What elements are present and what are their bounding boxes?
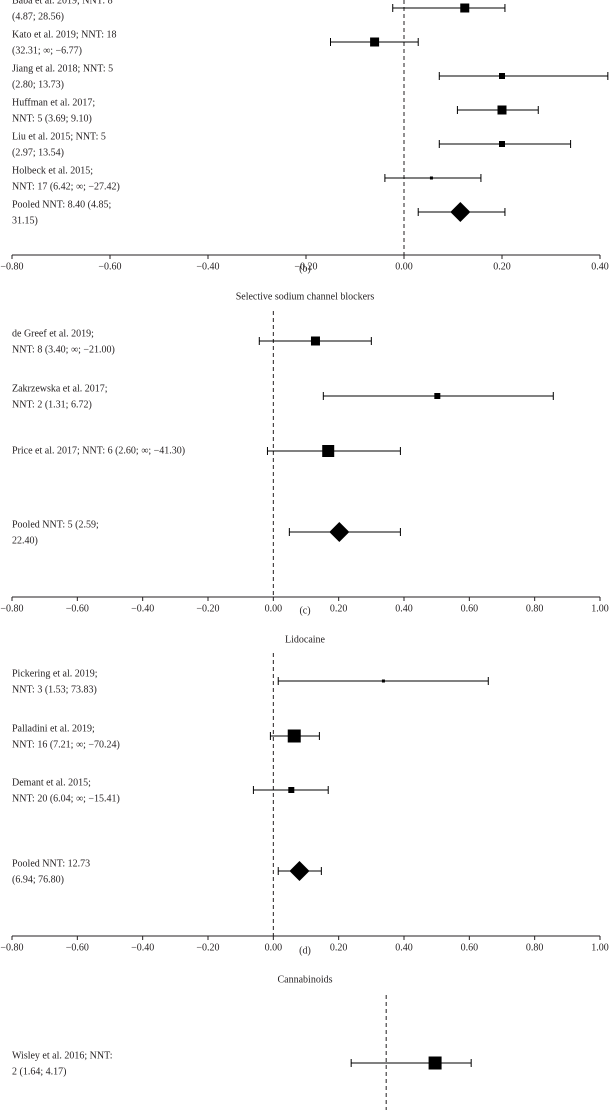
study-point [429, 176, 433, 180]
x-tick-label: 0.60 [461, 942, 479, 953]
panel-title: Selective sodium channel blockers [236, 291, 375, 302]
x-tick-label: 0.80 [526, 942, 544, 953]
study-point [499, 141, 505, 147]
x-tick-label: 1.00 [591, 942, 609, 953]
study-label: Baba et al. 2019; NNT: 8 [12, 0, 113, 6]
panel-label: (c) [299, 605, 310, 616]
study-label: de Greef et al. 2019; [12, 328, 94, 339]
x-tick-label: −0.60 [98, 261, 121, 272]
study-label: (4.87; 28.56) [12, 11, 64, 22]
study-label: (6.94; 76.80) [12, 874, 64, 885]
study-label: Liu et al. 2015; NNT: 5 [12, 131, 106, 142]
x-tick-label: −0.20 [196, 603, 219, 614]
panel-label: (b) [299, 263, 311, 274]
pooled-diamond [289, 861, 310, 881]
panel-title: Lidocaine [285, 634, 326, 645]
x-tick-label: −0.80 [0, 603, 23, 614]
pooled-diamond [329, 522, 350, 542]
study-point [322, 445, 335, 457]
study-label: NNT: 17 (6.42; ∞; −27.42) [12, 181, 120, 192]
x-tick-label: 0.00 [265, 942, 283, 953]
x-tick-label: −0.40 [196, 261, 219, 272]
study-label: (2.80; 13.73) [12, 79, 64, 90]
panel-label: (d) [299, 945, 311, 956]
study-label: Huffman et al. 2017; [12, 97, 95, 108]
study-label: NNT: 16 (7.21; ∞; −70.24) [12, 739, 120, 750]
study-label: NNT: 3 (1.53; 73.83) [12, 684, 97, 695]
x-tick-label: 0.40 [395, 603, 413, 614]
x-tick-label: 1.00 [591, 603, 609, 614]
study-label: Kato et al. 2019; NNT: 18 [12, 29, 116, 40]
study-point [460, 3, 470, 13]
x-tick-label: 0.00 [395, 261, 413, 272]
study-label: Demant et al. 2015; [12, 777, 91, 788]
study-label: Price et al. 2017; NNT: 6 (2.60; ∞; −41.… [12, 445, 185, 456]
pooled-diamond [450, 202, 471, 222]
study-label: Palladini et al. 2019; [12, 723, 95, 734]
x-tick-label: 0.40 [395, 942, 413, 953]
study-label: NNT: 20 (6.04; ∞; −15.41) [12, 793, 120, 804]
study-label: NNT: 8 (3.40; ∞; −21.00) [12, 344, 115, 355]
x-tick-label: 0.00 [265, 603, 283, 614]
study-point [381, 679, 385, 683]
study-label: Zakrzewska et al. 2017; [12, 383, 108, 394]
x-tick-label: −0.80 [0, 261, 23, 272]
study-label: Wisley et al. 2016; NNT: [12, 1050, 112, 1061]
panel-title: Cannabinoids [278, 974, 333, 985]
x-tick-label: −0.60 [66, 942, 89, 953]
study-label: NNT: 2 (1.31; 6.72) [12, 399, 92, 410]
x-tick-label: −0.20 [294, 261, 317, 272]
study-point [370, 37, 380, 47]
study-point [287, 729, 301, 743]
x-tick-label: 0.60 [461, 603, 479, 614]
study-label: (32.31; ∞; −6.77) [12, 45, 82, 56]
x-tick-label: 0.20 [493, 261, 511, 272]
study-label: (2.97; 13.54) [12, 147, 64, 158]
study-point [310, 336, 320, 346]
x-tick-label: −0.40 [131, 942, 154, 953]
study-label: 22.40) [12, 535, 38, 546]
x-tick-label: −0.20 [196, 942, 219, 953]
study-point [497, 105, 507, 115]
x-tick-label: 0.20 [330, 603, 348, 614]
x-tick-label: 0.40 [591, 261, 609, 272]
study-point [428, 1056, 442, 1070]
study-label: Pickering et al. 2019; [12, 668, 98, 679]
study-label: Jiang et al. 2018; NNT: 5 [12, 63, 113, 74]
x-tick-label: 0.20 [330, 942, 348, 953]
x-tick-label: −0.40 [131, 603, 154, 614]
study-label: 31.15) [12, 215, 38, 226]
x-tick-label: −0.80 [0, 942, 23, 953]
x-tick-label: 0.80 [526, 603, 544, 614]
x-tick-label: −0.60 [66, 603, 89, 614]
study-label: Pooled NNT: 5 (2.59; [12, 519, 99, 530]
study-label: Pooled NNT: 12.73 [12, 858, 90, 869]
study-label: 2 (1.64; 4.17) [12, 1066, 66, 1077]
study-label: Holbeck et al. 2015; [12, 165, 93, 176]
study-point [499, 73, 505, 79]
study-label: NNT: 5 (3.69; 9.10) [12, 113, 92, 124]
study-point [434, 393, 441, 399]
study-point [288, 787, 295, 793]
study-label: Pooled NNT: 8.40 (4.85; [12, 199, 111, 210]
